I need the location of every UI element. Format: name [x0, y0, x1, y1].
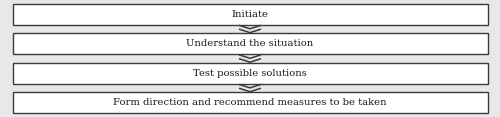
Text: Form direction and recommend measures to be taken: Form direction and recommend measures to…: [113, 98, 387, 107]
Text: Initiate: Initiate: [232, 10, 268, 19]
Bar: [12, 63, 488, 84]
Bar: [12, 33, 488, 54]
Bar: [12, 4, 488, 25]
Text: Test possible solutions: Test possible solutions: [193, 69, 307, 78]
Text: Understand the situation: Understand the situation: [186, 39, 314, 48]
Bar: [12, 92, 488, 113]
